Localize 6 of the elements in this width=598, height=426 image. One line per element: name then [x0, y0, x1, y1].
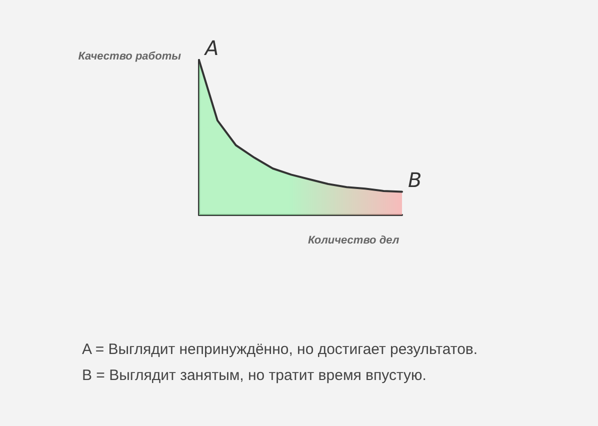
text: B = Выглядит занятым, но тратит время впустую. [82, 367, 426, 384]
annotation: A [203, 36, 219, 60]
text: A = Выглядит непринуждённо, но достигает результатов. [82, 341, 478, 358]
x-axis-title: Количество дел [308, 234, 400, 246]
text: B [408, 168, 422, 192]
y-axis-title: Качество работы [78, 50, 182, 62]
